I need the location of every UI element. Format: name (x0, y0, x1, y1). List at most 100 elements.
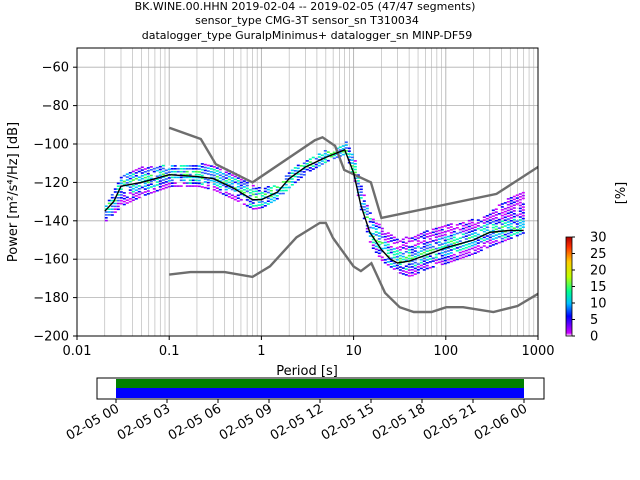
psd-cell (362, 200, 366, 202)
psd-cell (491, 232, 495, 235)
psd-cell (290, 184, 294, 186)
psd-cell (227, 175, 231, 178)
timeline-tick-label: 02-06 00 (472, 401, 530, 443)
psd-cell (107, 202, 111, 205)
psd-cell (362, 220, 366, 223)
psd-cell (428, 266, 432, 269)
psd-cell (422, 260, 426, 262)
psd-cell (221, 184, 225, 187)
psd-cell (509, 199, 513, 202)
psd-cell (197, 185, 201, 188)
psd-cell (455, 232, 459, 235)
psd-cell (194, 173, 198, 176)
new-low-noise-model (169, 221, 538, 314)
psd-cell (485, 238, 489, 240)
psd-cell (494, 219, 498, 222)
psd-cell (149, 189, 153, 191)
psd-cell (137, 185, 141, 187)
psd-cell (371, 247, 375, 249)
psd-cell (218, 180, 222, 182)
psd-cell (155, 187, 159, 189)
psd-cell (197, 171, 201, 173)
psd-cell (518, 222, 522, 224)
psd-cell (254, 202, 258, 204)
psd-cell (494, 228, 498, 231)
psd-cell (509, 202, 513, 205)
psd-cell (251, 205, 255, 207)
psd-cell (494, 242, 498, 245)
psd-cell (512, 230, 516, 232)
psd-cell (494, 225, 498, 228)
psd-cell (179, 168, 183, 170)
psd-cell (518, 210, 522, 212)
psd-cell (296, 170, 300, 172)
psd-cell (293, 167, 297, 169)
psd-cell (137, 190, 141, 193)
psd-cell (437, 235, 441, 238)
psd-cell (434, 256, 438, 259)
psd-cell (455, 229, 459, 232)
psd-cell (467, 231, 471, 233)
psd-cell (323, 155, 327, 158)
psd-cell (149, 166, 153, 168)
psd-cell (488, 228, 492, 230)
psd-cell (128, 180, 132, 183)
psd-cell (461, 236, 465, 238)
psd-cell (275, 186, 279, 188)
psd-cell (146, 167, 150, 169)
psd-cell (386, 241, 390, 243)
psd-cell (209, 188, 213, 190)
psd-cell (401, 238, 405, 241)
psd-cell (485, 240, 489, 243)
psd-cell (440, 228, 444, 231)
psd-cell (383, 250, 387, 252)
psd-cell (506, 235, 510, 238)
psd-cell (455, 227, 459, 229)
psd-cell (383, 233, 387, 235)
psd-cell (182, 170, 186, 173)
psd-cell (464, 252, 468, 255)
y-tick-label: −100 (33, 138, 69, 153)
psd-cell (146, 170, 150, 172)
psd-cell (443, 259, 447, 262)
psd-cell (125, 176, 129, 178)
psd-cell (383, 259, 387, 261)
psd-cell (254, 193, 258, 195)
psd-cell (425, 244, 429, 247)
psd-cell (341, 148, 345, 150)
psd-cell (374, 234, 378, 236)
psd-cell (338, 149, 342, 151)
psd-cell (200, 177, 204, 180)
psd-cell (152, 179, 156, 181)
psd-cell (425, 259, 429, 261)
psd-cell (434, 233, 438, 236)
psd-cell (392, 251, 396, 253)
psd-cell (374, 239, 378, 242)
psd-cell (191, 179, 195, 182)
psd-cell (146, 190, 150, 192)
psd-cell (401, 267, 405, 269)
psd-cell (143, 182, 147, 185)
psd-cell (431, 260, 435, 262)
psd-cell (512, 207, 516, 209)
psd-cell (200, 186, 204, 188)
psd-cell (197, 176, 201, 179)
psd-cell (107, 208, 111, 210)
psd-cell (368, 220, 372, 223)
psd-cell (404, 253, 408, 256)
psd-cell (113, 211, 117, 213)
psd-cell (407, 252, 411, 254)
psd-cell (146, 181, 150, 184)
psd-cell (491, 215, 495, 217)
psd-cell (236, 191, 240, 194)
psd-cell (245, 204, 249, 207)
psd-cell (503, 219, 507, 221)
psd-cell (212, 186, 216, 188)
psd-cell (185, 182, 189, 184)
colorbar-tick-label: 25 (590, 247, 607, 262)
psd-cell (407, 266, 411, 268)
psd-cell (434, 227, 438, 230)
psd-cell (191, 165, 195, 167)
psd-cell (389, 240, 393, 242)
psd-cell (197, 182, 201, 185)
